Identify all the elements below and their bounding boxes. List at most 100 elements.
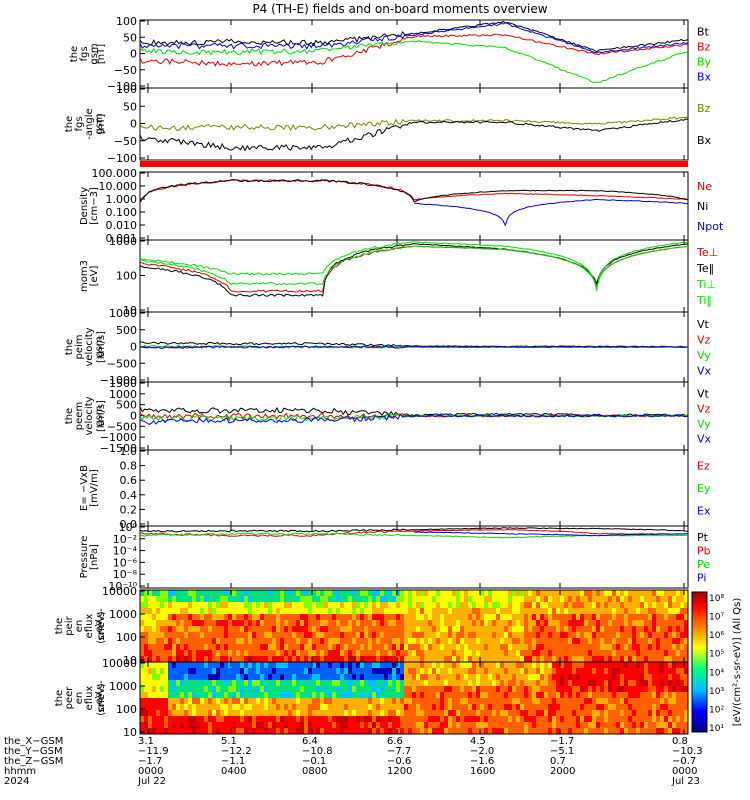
ylabel-line: peir	[64, 615, 75, 635]
legend-Vx: Vx	[697, 364, 712, 377]
colorbar: 10⁸ 10⁷ 10⁶ 10⁵ 10⁴ 10³ 10² 10¹ [eV/(cm²-s-sr-eV…	[691, 591, 743, 734]
xaxis-value-t: 1200	[387, 766, 412, 777]
legend-Ti⊥: Ti⊥	[696, 278, 716, 291]
ylabel-line: the	[64, 408, 75, 424]
ylabel-line: fgs	[79, 46, 90, 61]
xaxis-value-x: 0.8	[672, 736, 688, 747]
ylabel-line: Density	[79, 187, 90, 225]
ytick-label: 10⁻⁸	[113, 568, 138, 581]
ytick-label: 10000	[102, 657, 137, 670]
xaxis-value-t: 2000	[550, 766, 575, 777]
ylabel-line: the	[69, 46, 80, 62]
xaxis-value-z: −0.6	[387, 756, 411, 767]
ytick-label: 100	[116, 83, 137, 96]
ytick-label: 1.000	[106, 193, 138, 206]
xaxis-value-x: 5.1	[221, 736, 237, 747]
ylabel-line: [km/s]	[96, 331, 107, 363]
xaxis-value-t: 0000	[138, 766, 163, 777]
series-Ti⊥	[139, 245, 689, 290]
ytick-label: 10	[123, 304, 137, 317]
ytick-label: 1000	[109, 680, 137, 693]
colorbar-tick: 10¹	[709, 724, 724, 734]
ytick-label: −50	[114, 64, 137, 77]
ytick-label: 50	[123, 31, 137, 44]
ylabel-line: sr-eV)	[96, 611, 107, 640]
xaxis-value-z: −1.1	[221, 756, 245, 767]
ytick-label: 10⁻⁴	[113, 545, 138, 558]
ytick-label: −100	[107, 152, 137, 165]
ytick-label: 10	[123, 654, 137, 667]
legend-Te⊥: Te⊥	[696, 246, 718, 259]
ytick-label: 0.4	[120, 489, 138, 502]
panel-frame	[139, 19, 689, 89]
xaxis-row-label: the_Y−GSM	[4, 746, 63, 757]
ylabel-line: velocity	[84, 396, 95, 435]
ylabel-line: eflux	[84, 686, 95, 711]
legend-Ez: Ez	[697, 459, 710, 472]
panel-temp: 1000 100 10 mom3 [eV] Te⊥ Te‖ Ti⊥ Ti‖	[79, 235, 718, 317]
series-Pi	[413, 531, 688, 537]
xaxis-row-label: the_X−GSM	[4, 736, 63, 747]
ylabel-line: [cm−3]	[89, 187, 100, 225]
ytick-label: 100	[116, 15, 137, 28]
series-Pt	[139, 527, 688, 533]
ytick-label: 0.001	[106, 232, 138, 245]
legend-Bz: Bz	[697, 102, 711, 115]
xaxis-value-x: −1.7	[550, 736, 574, 747]
colorbar-scale	[691, 591, 708, 733]
legend-Pb: Pb	[697, 544, 711, 557]
ylabel-line: sr-eV)	[96, 683, 107, 712]
ytick-label: 500	[116, 399, 137, 412]
xaxis-value-t: 0800	[302, 766, 327, 777]
ylabel-line: fgs	[74, 116, 85, 131]
ylabel-line: en	[74, 620, 85, 633]
ylabel-line: the	[64, 339, 75, 355]
ylabel-line: peer	[64, 686, 75, 710]
colorbar-tick: 10⁷	[709, 613, 724, 623]
ylabel-line: (cm²-s-	[96, 608, 107, 644]
ytick-label: 100	[116, 631, 137, 644]
series-By	[139, 40, 689, 84]
series-Bz	[139, 115, 689, 132]
plot-title: P4 (TH-E) fields and on-board moments ov…	[252, 2, 547, 16]
ylabel-line: gsm	[94, 336, 105, 357]
series-Bz	[139, 33, 689, 67]
legend-Vy: Vy	[697, 418, 711, 431]
colorbar-tick: 10³	[709, 687, 724, 697]
series-Bx	[139, 118, 689, 152]
ylabel-line: -angle	[84, 108, 95, 139]
xaxis-value-z: 0.7	[550, 756, 566, 767]
ytick-label: 0.010	[106, 219, 138, 232]
colorbar-tick: 10⁶	[709, 631, 724, 641]
ylabel-line: the	[54, 618, 65, 634]
xaxis-value-z: −0.1	[302, 756, 326, 767]
panel-exb: 1.0 0.80.6 0.40.2 0.0 E= −VxB [mV/m] Ez Ey Ex	[79, 445, 711, 531]
ytick-label: 10.000	[99, 180, 138, 193]
panel-frame	[139, 449, 689, 527]
legend-Ex: Ex	[697, 505, 711, 518]
ytick-label: −100	[107, 80, 137, 93]
ylabel-line: [eV]	[89, 266, 100, 287]
panel-frame	[139, 239, 689, 313]
series-Vx	[139, 413, 689, 425]
ylabel-line: (cm²-s-	[96, 680, 107, 716]
ylabel-line: gsm	[94, 405, 105, 426]
ytick-label: 10⁻¹⁰	[108, 580, 137, 593]
ytick-label: 1000	[109, 388, 137, 401]
legend-Npot: Npot	[697, 220, 724, 233]
ylabel-line: mom3	[79, 260, 90, 292]
ytick-label: 1500	[109, 377, 137, 390]
ytick-label: 100.000	[92, 167, 138, 180]
colorbar-label: [eV/(cm²-s-sr-eV)] (All Qs)	[732, 598, 743, 727]
ylabel-line: velocity	[84, 327, 95, 366]
missing-data-bar	[140, 161, 688, 167]
ytick-label: 0	[130, 341, 137, 354]
legend-Vz: Vz	[697, 333, 711, 346]
xaxis-value-t: 0400	[221, 766, 246, 777]
colorbar-tick: 10⁴	[709, 668, 724, 678]
ytick-label: 0.6	[120, 474, 138, 487]
ylabel-line: the	[54, 690, 65, 706]
panel-frame	[139, 525, 689, 589]
series-Ni	[139, 179, 689, 203]
